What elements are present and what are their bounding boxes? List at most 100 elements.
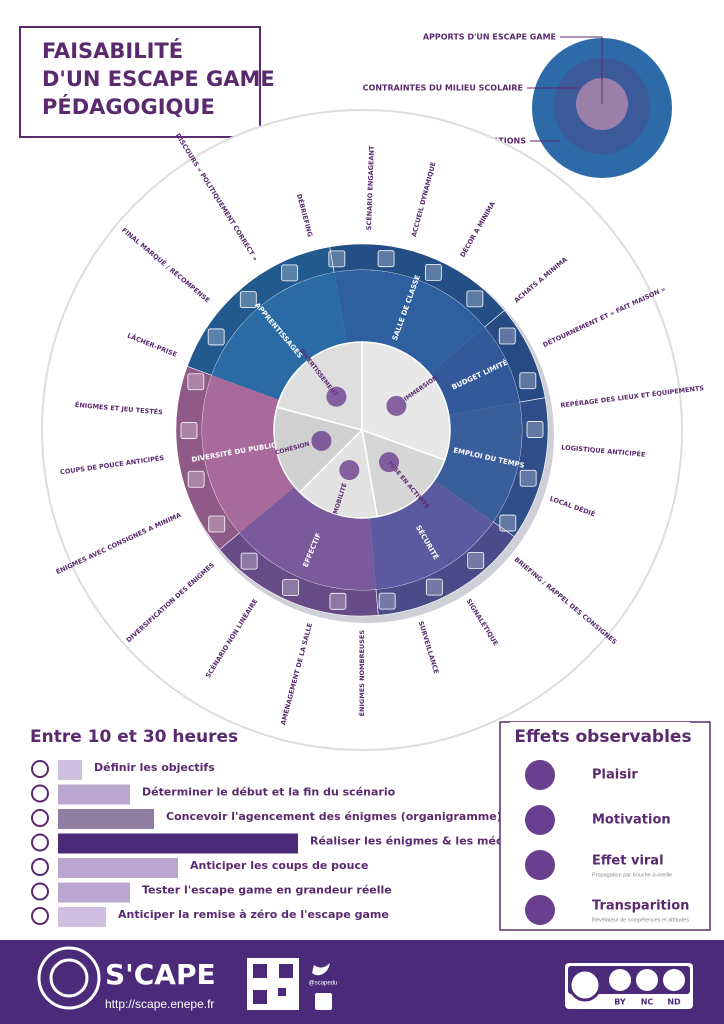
- ring-icon: [519, 372, 537, 390]
- middle-sector: [202, 375, 295, 533]
- ring-icon: [239, 291, 257, 309]
- ring-icon: [281, 264, 299, 282]
- logo: [49, 958, 89, 998]
- facebook-icon[interactable]: [315, 993, 332, 1010]
- effect-label: Transparition: [592, 899, 689, 914]
- twitter-handle: @scapedu: [309, 981, 338, 987]
- legend-label: APPORTS D'UN ESCAPE GAME: [423, 33, 556, 42]
- ring-icon: [519, 469, 537, 487]
- inner-icon: [311, 430, 332, 451]
- license-icon: [663, 969, 685, 991]
- title-line: PÉDAGOGIQUE: [42, 94, 215, 119]
- ring-icon: [377, 250, 395, 268]
- effect-label: Motivation: [592, 813, 671, 828]
- license-label: NC: [641, 998, 654, 1007]
- effect-note: Révélateur de compétences et attitudes: [592, 917, 689, 923]
- effect-note: Propagation par bouche-à-oreille: [592, 872, 672, 878]
- task-bar: [58, 760, 82, 780]
- qr-code: [279, 964, 293, 978]
- effect-icon: [525, 805, 555, 835]
- url[interactable]: http://scape.enepe.fr: [105, 997, 214, 1011]
- task-bar: [58, 833, 298, 854]
- qr-code: [278, 988, 286, 996]
- ring-icon: [328, 250, 346, 268]
- task-label: Anticiper la remise à zéro de l'escape g…: [118, 908, 389, 921]
- task-label: Définir les objectifs: [94, 761, 215, 774]
- license-icon: [636, 969, 658, 991]
- middle-sector: [434, 402, 522, 522]
- outer-label: ÉNIGMES NOMBREUSES: [357, 630, 366, 717]
- task-label: Anticiper les coups de pouce: [190, 859, 368, 872]
- qr-code: [253, 964, 267, 978]
- legend-label: CONTRAINTES DU MILIEU SCOLAIRE: [363, 84, 523, 93]
- inner-icon: [339, 460, 360, 481]
- middle-sector: [334, 270, 485, 374]
- license-label: ND: [667, 998, 681, 1007]
- task-label: Déterminer le début et la fin du scénari…: [142, 786, 396, 799]
- task-icon: [31, 833, 49, 852]
- qr-code: [253, 990, 267, 1004]
- task-label: Concevoir l'agencement des énigmes (orga…: [166, 810, 502, 823]
- task-icon: [31, 882, 49, 901]
- effect-label: Plaisir: [592, 768, 638, 783]
- task-bar: [58, 907, 106, 927]
- twitter-icon[interactable]: [312, 963, 330, 976]
- ring-icon: [378, 592, 396, 610]
- effect-icon: [525, 895, 555, 925]
- task-icon: [31, 907, 49, 925]
- ring-icon: [425, 578, 443, 596]
- task-label: Réaliser les énigmes & les médias: [310, 835, 522, 848]
- inner-icon: [326, 386, 347, 407]
- ring-icon: [499, 514, 517, 532]
- ring-icon: [466, 290, 484, 308]
- middle-sector: [211, 272, 347, 400]
- title-line: FAISABILITÉ: [42, 38, 183, 63]
- ring-icon: [187, 470, 205, 488]
- title-box: [19, 26, 261, 138]
- legend-leader: [560, 36, 603, 104]
- middle-sector: [369, 480, 494, 590]
- ring-icon: [526, 421, 544, 438]
- task-icon: [31, 809, 49, 827]
- task-icon: [31, 858, 49, 876]
- effect-label: Effet viral: [592, 854, 664, 869]
- middle-sector: [239, 486, 376, 590]
- effects-title-bg: [510, 722, 690, 752]
- ring-icon: [498, 327, 516, 345]
- brand: S'CAPE: [105, 958, 216, 991]
- ring-icon: [467, 551, 485, 569]
- ring-icon: [207, 328, 225, 346]
- ring-icon: [180, 422, 198, 439]
- hours-bars: Définir les objectifs Déterminer le début…: [31, 760, 522, 927]
- task-bar: [58, 784, 130, 805]
- ring-icon: [329, 592, 347, 610]
- ring-icon: [208, 515, 226, 533]
- ring-icon: [187, 373, 205, 391]
- task-icon: [31, 760, 49, 778]
- task-bar: [58, 882, 130, 903]
- task-label: Tester l'escape game en grandeur réelle: [142, 884, 392, 897]
- task-bar: [58, 858, 178, 878]
- ring-icon: [424, 264, 442, 281]
- inner-icon: [378, 452, 399, 473]
- logo: [37, 946, 101, 1010]
- license-icon: [609, 969, 631, 991]
- middle-sector: [429, 327, 520, 415]
- inner-sector: [361, 341, 451, 462]
- effects-list: Plaisir Motivation Effet viral Propagation …: [525, 760, 689, 925]
- effects-title: Effets observables: [514, 727, 691, 747]
- task-bar: [58, 809, 154, 829]
- license-label: BY: [614, 998, 626, 1007]
- hours-title: Entre 10 et 30 heures: [30, 727, 238, 747]
- outer-label: SCÉNARIO ENGAGEANT: [364, 145, 376, 230]
- effect-icon: [525, 850, 555, 880]
- inner-sector: [276, 341, 363, 431]
- ring-icon: [240, 552, 258, 570]
- effect-icon: [525, 760, 555, 790]
- ring-icon: [282, 579, 300, 596]
- task-icon: [31, 784, 49, 803]
- inner-icon: [386, 395, 407, 416]
- cc-icon: [568, 968, 602, 1002]
- title-line: D'UN ESCAPE GAME: [42, 67, 275, 91]
